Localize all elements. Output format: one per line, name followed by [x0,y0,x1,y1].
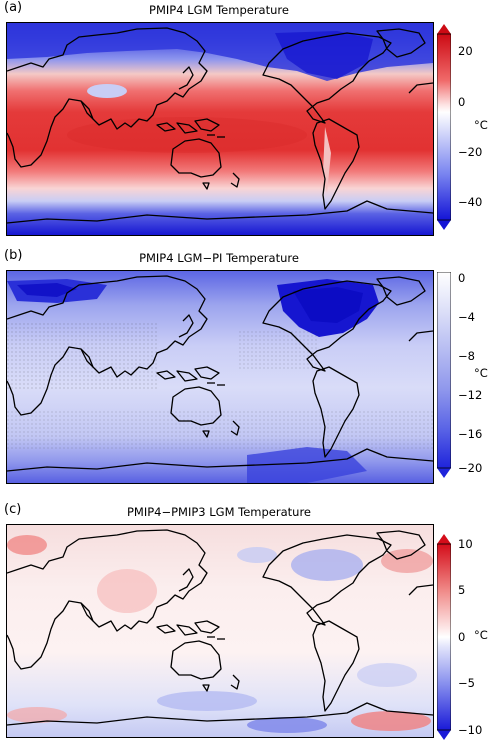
colorbar-tick: −12 [458,388,483,402]
colorbar-tick: 10 [458,537,473,551]
panel-title: PMIP4−PMIP3 LGM Temperature [126,505,312,519]
colorbar-tick: 0 [458,271,466,285]
panel-c: (c) PMIP4−PMIP3 LGM Temperature [0,494,500,740]
colorbar-tick: 20 [458,44,473,58]
colorbar-unit: °C [474,118,488,132]
colorbar-tick: 5 [458,583,466,597]
colorbar-tick: −40 [458,195,483,209]
panel-b: (b) PMIP4 LGM−PI Temperature [0,248,500,494]
panel-title: PMIP4 LGM Temperature [149,3,289,17]
colorbar-unit: °C [474,628,488,642]
panel-label: (c) [4,502,22,517]
panel-label: (a) [4,0,23,15]
colorbar [437,24,451,230]
map-panel-a [6,22,434,236]
colorbar [437,272,451,478]
colorbar-unit: °C [474,366,488,380]
panel-title: PMIP4 LGM−PI Temperature [139,251,299,265]
panel-label: (b) [4,248,23,263]
colorbar-tick: −20 [458,461,483,475]
colorbar-tick: 0 [458,95,466,109]
map-panel-b [6,270,434,484]
panel-a: (a) PMIP4 LGM Temperature [0,0,500,246]
map-panel-c [6,524,434,738]
colorbar-tick: −4 [458,310,475,324]
colorbar-tick: −8 [458,349,475,363]
colorbar-tick: −5 [458,676,475,690]
colorbar [437,534,451,740]
colorbar-tick: −20 [458,145,483,159]
colorbar-tick: 0 [458,630,466,644]
colorbar-tick: −10 [458,723,483,737]
colorbar-tick: −16 [458,427,483,441]
